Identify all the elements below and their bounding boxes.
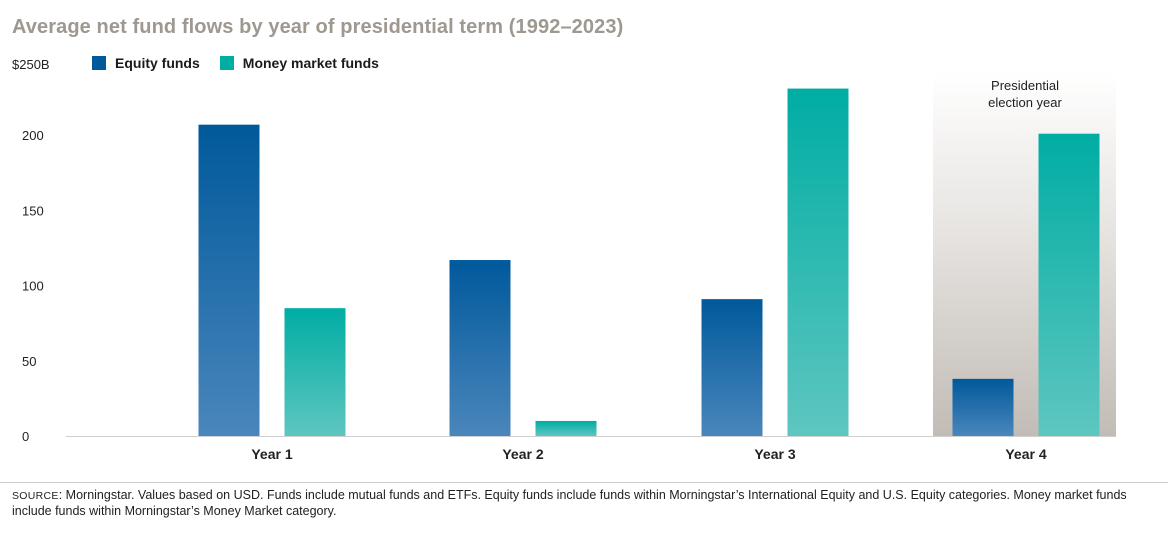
footnote-divider	[0, 482, 1168, 483]
bar-equity-3	[701, 299, 763, 436]
bar-equity-1	[198, 124, 260, 436]
bar-money-market-4	[1038, 133, 1100, 437]
bar-equity-2	[449, 260, 511, 436]
chart-legend: Equity funds Money market funds	[92, 55, 379, 71]
bar-money-market-1	[284, 308, 346, 436]
bar-money-market-3	[787, 88, 849, 437]
bar-equity-4	[952, 378, 1014, 436]
x-tick-label: Year 4	[1005, 446, 1046, 462]
annotation-line-1: Presidential	[991, 78, 1059, 93]
legend-swatch-money-market	[219, 56, 234, 70]
x-tick-label: Year 1	[251, 446, 292, 462]
legend-label-money-market: Money market funds	[242, 55, 379, 71]
source-footnote: SOURCE: Morningstar. Values based on USD…	[12, 488, 1162, 519]
y-tick-label: 150	[22, 203, 44, 218]
y-tick-label: 0	[22, 429, 29, 444]
legend-item-money-market: Money market funds	[219, 55, 379, 71]
legend-swatch-equity	[92, 56, 106, 70]
source-label: SOURCE	[12, 490, 59, 502]
legend-item-equity: Equity funds	[92, 55, 200, 71]
bar-money-market-2	[535, 420, 597, 436]
x-tick-label: Year 3	[754, 446, 795, 462]
chart-title: Average net fund flows by year of presid…	[12, 16, 624, 38]
x-tick-label: Year 2	[502, 446, 543, 462]
source-text: : Morningstar. Values based on USD. Fund…	[12, 488, 1127, 518]
legend-label-equity: Equity funds	[115, 55, 200, 71]
y-tick-label: 50	[22, 354, 36, 369]
y-tick-label: 200	[22, 128, 44, 143]
y-tick-label: 100	[22, 279, 44, 294]
y-top-label: $250B	[12, 57, 50, 72]
annotation-line-2: election year	[988, 95, 1062, 110]
bar-chart: 0 50 100 150 200 $250B Year 1 Year 2 Year 3 Year…	[12, 57, 1116, 462]
